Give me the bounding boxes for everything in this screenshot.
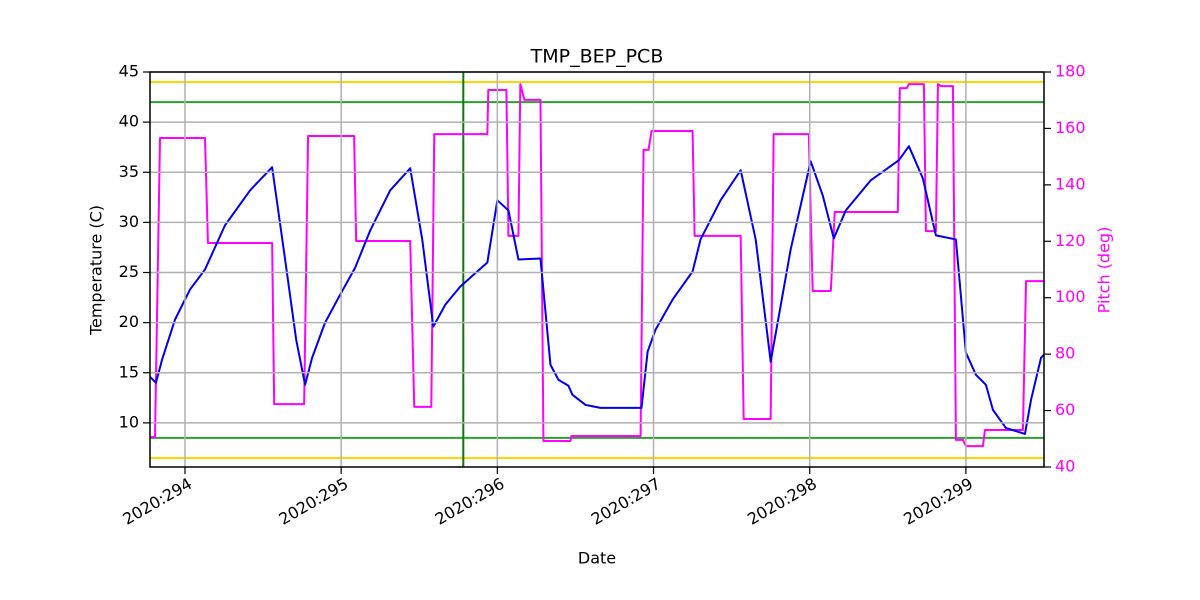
- y-axis-label: Temperature (C): [87, 205, 106, 336]
- y-tick-label: 30: [119, 212, 139, 231]
- y2-tick-label: 140: [1055, 174, 1086, 193]
- y2-tick-label: 100: [1055, 287, 1086, 306]
- x-tick-label: 2020:298: [744, 474, 820, 529]
- y2-tick-label: 40: [1055, 457, 1075, 476]
- x-tick-label: 2020:296: [432, 474, 508, 529]
- y2-tick-label: 180: [1055, 62, 1086, 81]
- y-tick-label: 10: [119, 412, 139, 431]
- y-tick-label: 20: [119, 312, 139, 331]
- series-line: [150, 83, 1044, 448]
- y-tick-label: 15: [119, 362, 139, 381]
- y-tick-label: 35: [119, 162, 139, 181]
- x-tick-label: 2020:295: [276, 474, 352, 529]
- x-tick-label: 2020:299: [900, 474, 976, 529]
- x-tick-label: 2020:294: [119, 474, 195, 529]
- y2-tick-label: 80: [1055, 344, 1075, 363]
- y-tick-label: 25: [119, 262, 139, 281]
- axes-frame: [149, 71, 1045, 468]
- x-axis-label: Date: [578, 549, 616, 568]
- series-line: [150, 145, 1044, 435]
- plot-area: [150, 72, 1044, 467]
- x-tick-label: 2020:297: [588, 474, 664, 529]
- y2-tick-label: 60: [1055, 400, 1075, 419]
- y2-tick-label: 120: [1055, 231, 1086, 250]
- y-tick-label: 45: [119, 62, 139, 81]
- y2-tick-label: 160: [1055, 118, 1086, 137]
- y2-axis-label: Pitch (deg): [1095, 227, 1114, 314]
- y-tick-label: 40: [119, 112, 139, 131]
- chart-title: TMP_BEP_PCB: [530, 46, 664, 68]
